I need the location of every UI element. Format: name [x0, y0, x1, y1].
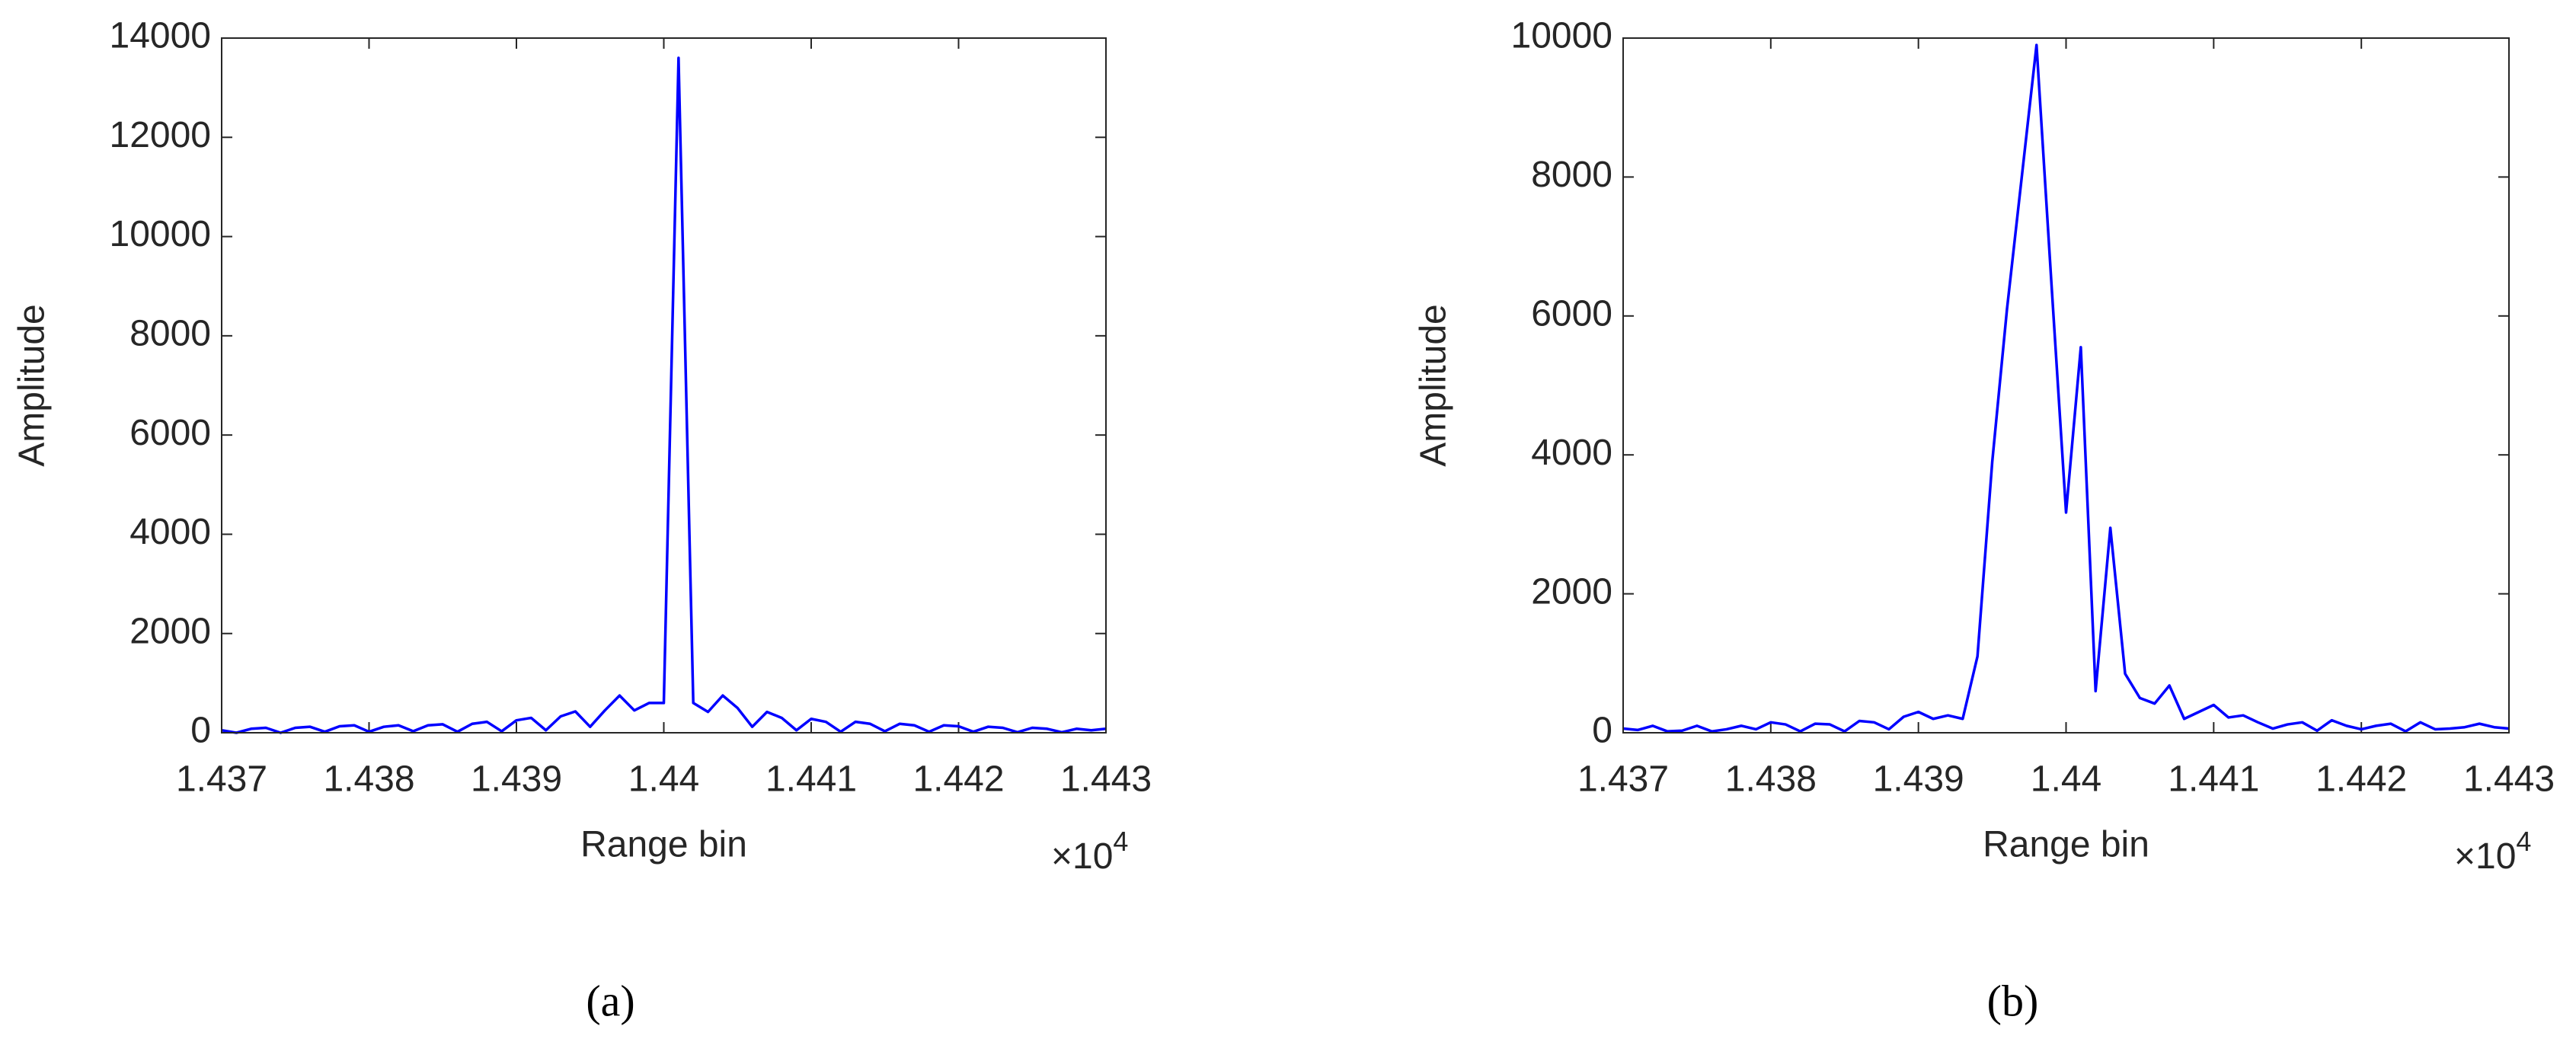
x-multiplier: ×104	[2454, 826, 2531, 877]
y-tick-label: 10000	[1511, 16, 1612, 56]
y-tick-label: 0	[1592, 711, 1612, 751]
x-tick-label: 1.442	[912, 759, 1004, 800]
axes-background	[1623, 38, 2509, 733]
y-axis-label: Amplitude	[1414, 304, 1454, 466]
y-axis-label: Amplitude	[12, 304, 53, 466]
y-tick-label: 4000	[129, 512, 211, 552]
axes-background	[222, 38, 1106, 733]
x-axis-label: Range bin	[580, 825, 747, 865]
x-multiplier: ×104	[1051, 826, 1128, 877]
x-tick-label: 1.441	[765, 759, 857, 800]
panel-label: (a)	[586, 976, 634, 1025]
y-tick-label: 6000	[1531, 293, 1612, 334]
data-line	[1622, 43, 2510, 733]
x-multiplier-exponent: 4	[1113, 826, 1128, 857]
y-tick-label: 6000	[129, 413, 211, 453]
y-tick-label: 10000	[110, 214, 211, 254]
y-tick-label: 0	[190, 711, 211, 751]
x-tick-label: 1.437	[1577, 759, 1669, 800]
y-tick-label: 4000	[1531, 433, 1612, 473]
y-tick-label: 8000	[1531, 155, 1612, 195]
y-tick-label: 12000	[110, 115, 211, 155]
x-tick-label: 1.438	[1725, 759, 1817, 800]
x-tick-label: 1.441	[2168, 759, 2259, 800]
x-tick-label: 1.443	[2463, 759, 2555, 800]
y-tick-label: 2000	[1531, 571, 1612, 612]
y-tick-label: 2000	[129, 611, 211, 651]
data-line	[221, 56, 1107, 734]
x-tick-label: 1.438	[323, 759, 414, 800]
y-tick-label: 14000	[110, 16, 211, 56]
x-tick-label: 1.44	[2031, 759, 2101, 800]
x-tick-label: 1.443	[1060, 759, 1152, 800]
x-tick-label: 1.44	[628, 759, 699, 800]
x-multiplier-base: ×10	[1051, 836, 1113, 877]
x-axis-label: Range bin	[1983, 825, 2149, 865]
x-tick-label: 1.439	[471, 759, 562, 800]
x-tick-label: 1.437	[176, 759, 267, 800]
y-tick-label: 8000	[129, 314, 211, 354]
axes-frame	[1622, 37, 2510, 734]
x-tick-label: 1.442	[2316, 759, 2407, 800]
x-multiplier-base: ×10	[2454, 836, 2516, 877]
x-tick-label: 1.439	[1873, 759, 1964, 800]
x-multiplier-exponent: 4	[2516, 826, 2531, 857]
axes-frame	[221, 37, 1107, 734]
panel-label: (b)	[1987, 976, 2039, 1025]
